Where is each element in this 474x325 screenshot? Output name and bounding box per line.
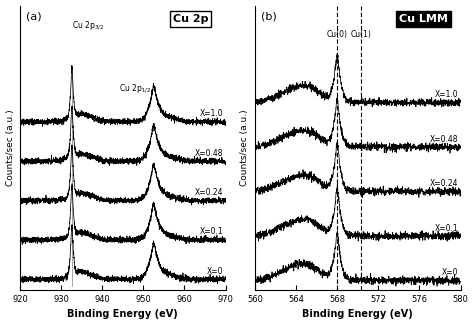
- Text: Cu 2p$_{3/2}$: Cu 2p$_{3/2}$: [72, 20, 104, 32]
- Text: X=0: X=0: [442, 268, 458, 277]
- Text: Cu LMM: Cu LMM: [399, 14, 448, 24]
- Text: X=0.48: X=0.48: [430, 135, 458, 144]
- Text: X=0.48: X=0.48: [195, 149, 224, 158]
- Text: (b): (b): [261, 11, 277, 21]
- Text: X=0.24: X=0.24: [195, 188, 224, 197]
- Text: X=0.1: X=0.1: [200, 227, 224, 236]
- Text: (a): (a): [26, 11, 42, 21]
- Text: X=1.0: X=1.0: [435, 90, 458, 99]
- X-axis label: Binding Energy (eV): Binding Energy (eV): [67, 309, 178, 319]
- Y-axis label: Counts/sec (a.u.): Counts/sec (a.u.): [6, 110, 15, 186]
- Text: Cu 2p: Cu 2p: [173, 14, 209, 24]
- Text: X=0.1: X=0.1: [435, 224, 458, 233]
- Text: X=1.0: X=1.0: [200, 109, 224, 118]
- Text: Cu 2p$_{1/2}$: Cu 2p$_{1/2}$: [119, 82, 151, 95]
- Text: Cu(1): Cu(1): [350, 30, 371, 39]
- Text: X=0: X=0: [207, 267, 224, 276]
- Text: X=0.24: X=0.24: [430, 179, 458, 188]
- Y-axis label: Counts/sec (a.u.): Counts/sec (a.u.): [240, 110, 249, 186]
- X-axis label: Binding Energy (eV): Binding Energy (eV): [302, 309, 413, 319]
- Text: Cu(0): Cu(0): [327, 30, 348, 39]
